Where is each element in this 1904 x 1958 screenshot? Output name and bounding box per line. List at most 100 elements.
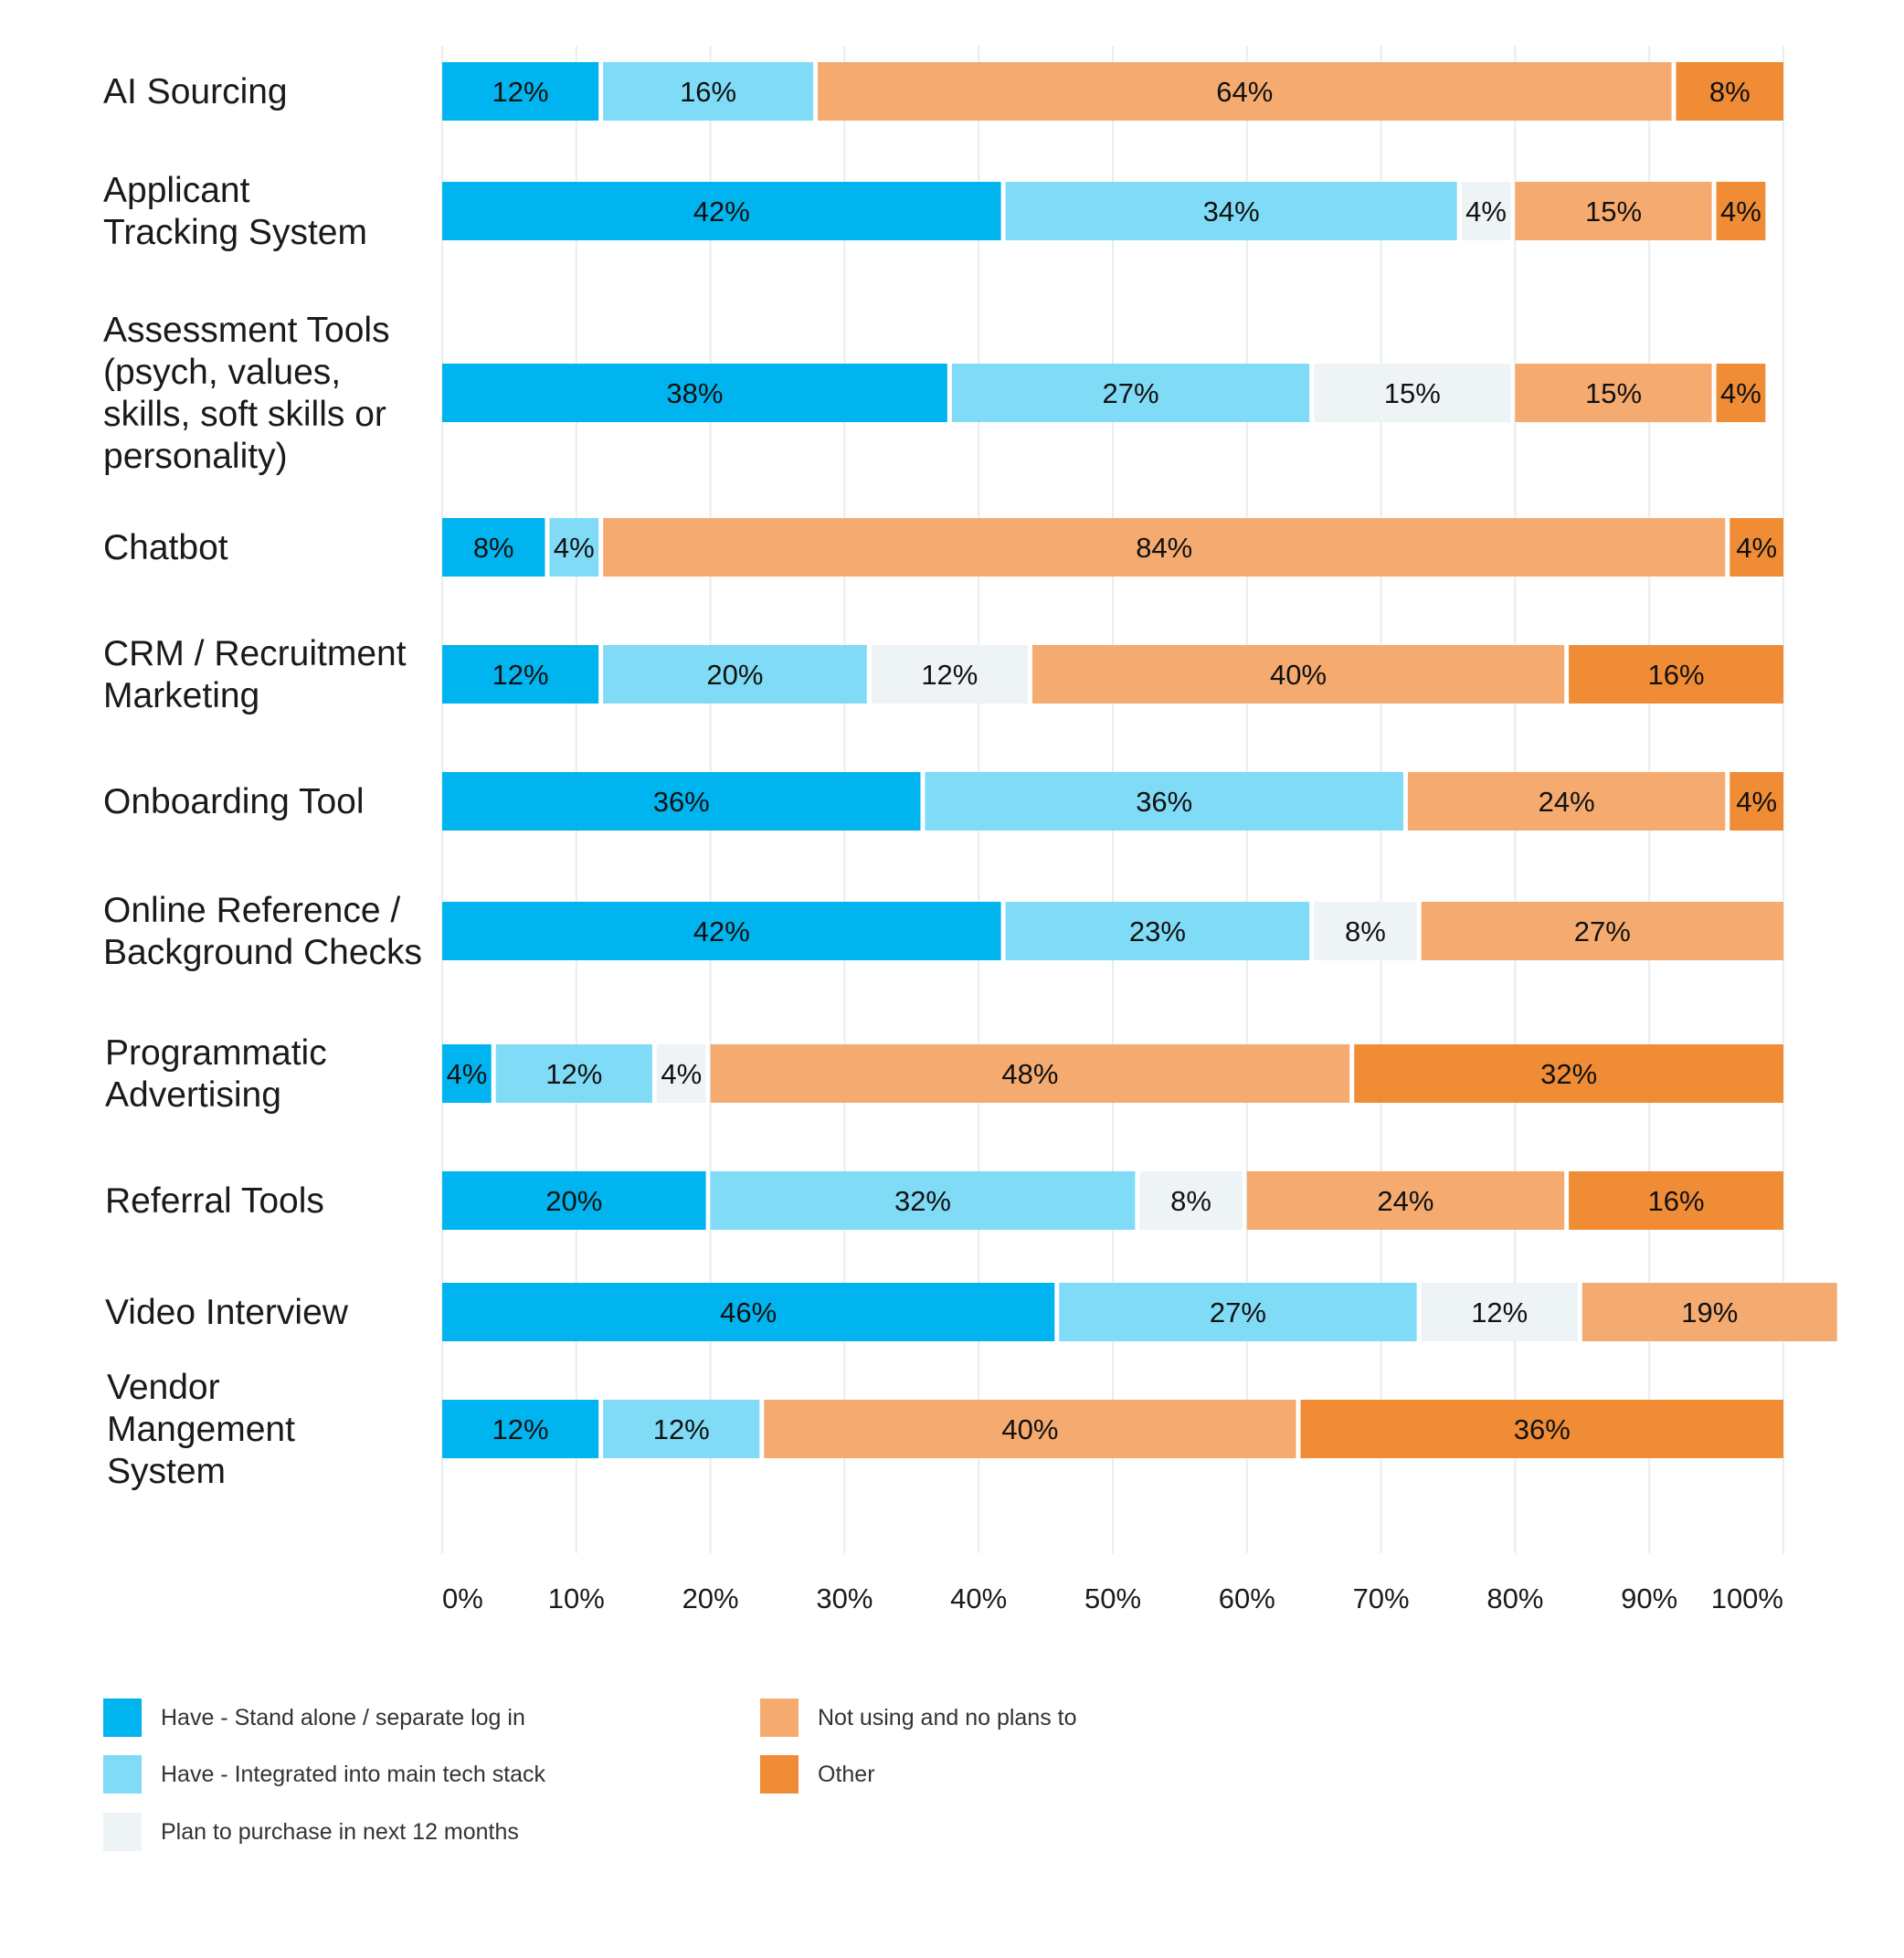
data-label: 8%	[1170, 1185, 1211, 1217]
category-label: Assessment Tools	[103, 311, 390, 350]
bar-segment	[442, 518, 545, 577]
bar-segment	[603, 62, 814, 121]
data-label: 40%	[1001, 1413, 1058, 1445]
data-label: 16%	[680, 76, 736, 108]
bar-segment	[1676, 62, 1783, 121]
data-label: 8%	[1709, 76, 1751, 108]
data-label: 4%	[1720, 377, 1761, 409]
data-label: 48%	[1001, 1058, 1058, 1090]
bar-segment	[1581, 1283, 1837, 1341]
data-label: 38%	[666, 377, 723, 409]
bar-segment	[1515, 182, 1712, 240]
bar-segment	[1569, 1171, 1783, 1230]
tick-label: 80%	[1486, 1582, 1543, 1614]
category-label: Background Checks	[103, 933, 422, 972]
bar-segment	[442, 1171, 706, 1230]
bar-segment	[603, 518, 1726, 577]
bar-segment	[442, 364, 947, 422]
data-label: 12%	[492, 76, 549, 108]
category-label: Advertising	[105, 1075, 281, 1115]
data-label: 23%	[1129, 915, 1186, 947]
tick-label: 30%	[816, 1582, 873, 1614]
data-label: 16%	[1648, 659, 1705, 691]
bar-segment	[925, 772, 1403, 831]
data-label: 34%	[1203, 196, 1260, 228]
legend-label: Not using and no plans to	[818, 1705, 1077, 1730]
tick-label: 0%	[442, 1582, 483, 1614]
bar-segment	[1314, 902, 1417, 960]
bar-segment	[1005, 902, 1310, 960]
data-label: 4%	[1465, 196, 1507, 228]
bar-segment	[1031, 645, 1565, 704]
category-label: Marketing	[103, 676, 259, 715]
bar-segment	[442, 1283, 1055, 1341]
tick-label: 90%	[1621, 1582, 1677, 1614]
bar-segment	[1461, 182, 1511, 240]
category-label: personality)	[103, 437, 288, 476]
legend-label: Plan to purchase in next 12 months	[161, 1819, 519, 1845]
data-label: 4%	[1736, 786, 1777, 818]
data-label: 20%	[706, 659, 763, 691]
bar-segment	[1569, 645, 1783, 704]
data-label: 40%	[1270, 659, 1327, 691]
bar-segment	[1354, 1044, 1783, 1103]
legend-swatch	[103, 1699, 142, 1737]
category-label: Applicant	[103, 171, 250, 210]
bar-segment	[871, 645, 1028, 704]
category-label: Mangement	[107, 1410, 295, 1449]
bar-segment	[442, 772, 921, 831]
data-label: 36%	[653, 786, 710, 818]
tick-label: 70%	[1353, 1582, 1410, 1614]
bar-segment	[1729, 518, 1783, 577]
tick-label: 50%	[1084, 1582, 1141, 1614]
bar-segment	[603, 645, 867, 704]
data-label: 15%	[1384, 377, 1441, 409]
bar-segment	[549, 518, 599, 577]
data-label: 32%	[894, 1185, 951, 1217]
tick-label: 20%	[682, 1582, 739, 1614]
data-label: 20%	[545, 1185, 602, 1217]
data-label: 15%	[1585, 377, 1642, 409]
bar-segment	[442, 62, 599, 121]
category-label: skills, soft skills or	[103, 395, 386, 434]
tick-label: 60%	[1219, 1582, 1275, 1614]
legend-swatch	[103, 1755, 142, 1794]
data-label: 4%	[446, 1058, 487, 1090]
category-label: Onboarding Tool	[103, 782, 365, 821]
category-label: Tracking System	[103, 213, 367, 252]
category-label: Referral Tools	[105, 1181, 324, 1221]
bar-segment	[1407, 772, 1726, 831]
bar-segment	[1421, 1283, 1578, 1341]
bars: 12% 16% 64% 8% 42% 34% 4% 15% 4% 38% 27% 15% 15% 4% 8%…	[442, 62, 1837, 1458]
data-label: 24%	[1539, 786, 1595, 818]
data-label: 36%	[1514, 1413, 1571, 1445]
data-label: 12%	[1471, 1297, 1528, 1328]
bar-segment	[1729, 772, 1783, 831]
bar-segment	[764, 1400, 1296, 1458]
data-label: 32%	[1540, 1058, 1597, 1090]
data-label: 4%	[1736, 532, 1777, 564]
tick-label: 40%	[950, 1582, 1007, 1614]
data-label: 27%	[1210, 1297, 1266, 1328]
bar-segment	[1005, 182, 1457, 240]
category-label: (psych, values,	[103, 353, 341, 392]
bar-segment	[1421, 902, 1783, 960]
data-label: 19%	[1681, 1297, 1738, 1328]
bar-segment	[710, 1171, 1136, 1230]
bar-segment	[818, 62, 1672, 121]
data-label: 8%	[1345, 915, 1386, 947]
tick-label: 100%	[1711, 1582, 1783, 1614]
category-label: System	[107, 1452, 226, 1491]
data-label: 64%	[1216, 76, 1273, 108]
data-label: 24%	[1377, 1185, 1433, 1217]
category-label: Chatbot	[103, 528, 228, 567]
tick-label: 10%	[548, 1582, 605, 1614]
data-label: 12%	[545, 1058, 602, 1090]
bar-segment	[1515, 364, 1712, 422]
data-label: 27%	[1102, 377, 1158, 409]
bar-segment	[710, 1044, 1350, 1103]
bar-segment	[1059, 1283, 1417, 1341]
bar-segment	[1314, 364, 1511, 422]
legend-label: Other	[818, 1762, 875, 1787]
